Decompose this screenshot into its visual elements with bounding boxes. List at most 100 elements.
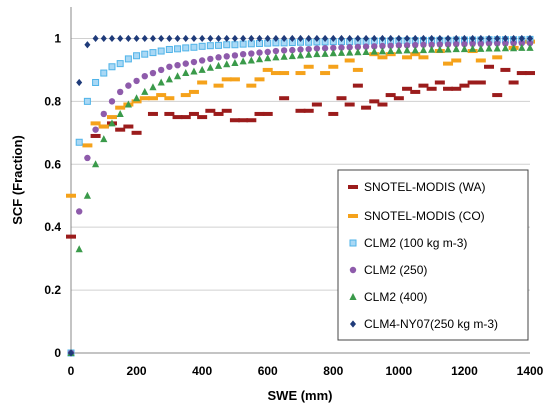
data-point [486, 34, 493, 43]
data-point [91, 160, 100, 168]
data-point [231, 41, 239, 49]
data-point [149, 69, 157, 77]
y-tick-label: 0 [54, 346, 61, 360]
data-point [352, 67, 363, 72]
data-point [280, 52, 288, 60]
x-tick-label: 1000 [386, 364, 413, 378]
data-point [231, 58, 239, 66]
data-point [453, 34, 460, 43]
data-point [100, 135, 108, 143]
data-point [518, 34, 525, 43]
data-point [426, 86, 437, 91]
data-point [83, 97, 91, 105]
data-point [149, 49, 157, 57]
data-point [83, 191, 91, 199]
data-point [379, 34, 386, 43]
data-point [255, 55, 264, 63]
data-point [403, 42, 411, 49]
data-point [410, 89, 421, 94]
legend-box [337, 169, 529, 341]
data-point [461, 34, 468, 43]
x-tick-label: 0 [68, 364, 75, 378]
data-point [68, 349, 74, 357]
data-point [100, 110, 107, 118]
data-point [164, 96, 175, 101]
data-point [395, 46, 403, 54]
data-point [214, 61, 223, 69]
y-tick-label: 0.2 [44, 283, 61, 297]
data-point [428, 45, 436, 53]
data-point [419, 46, 428, 54]
data-point [158, 34, 165, 43]
data-point [116, 60, 124, 68]
data-point [270, 71, 281, 76]
data-point [207, 34, 214, 43]
data-point [141, 73, 148, 80]
data-point [215, 34, 222, 43]
data-point [239, 57, 247, 65]
legend-marker [349, 293, 357, 300]
x-tick-label: 800 [323, 364, 343, 378]
data-point [493, 44, 501, 52]
data-point [305, 50, 313, 58]
data-point [223, 34, 230, 43]
data-point [213, 111, 224, 116]
x-tick-labels: 0 200 400 600 800 1000 1200 1400 [68, 364, 544, 378]
data-point [500, 67, 511, 72]
data-point [264, 48, 271, 56]
data-point [133, 77, 140, 85]
data-point [174, 45, 182, 53]
data-point [100, 69, 108, 77]
data-point [106, 115, 117, 120]
data-point [173, 72, 182, 80]
data-point [477, 44, 485, 52]
data-point [444, 41, 452, 48]
data-point [451, 58, 462, 63]
data-point [66, 193, 76, 198]
data-point [206, 42, 214, 50]
x-axis-title: SWE (mm) [268, 388, 333, 403]
data-point [527, 34, 533, 43]
data-point [526, 39, 534, 47]
data-point [428, 34, 435, 43]
series-3 [67, 39, 534, 357]
data-point [231, 34, 238, 43]
data-point [525, 71, 535, 76]
data-point [115, 105, 126, 110]
data-point [434, 80, 445, 85]
data-point [305, 45, 312, 53]
data-point [165, 75, 173, 83]
data-point [387, 47, 395, 55]
data-point [157, 47, 165, 55]
data-point [428, 41, 435, 48]
data-point [377, 55, 388, 60]
data-point [165, 45, 173, 53]
data-point [484, 64, 495, 69]
data-point [436, 45, 444, 53]
data-point [246, 83, 257, 88]
data-point [459, 83, 470, 88]
data-point [98, 124, 109, 129]
data-point [229, 118, 240, 123]
data-point [246, 118, 257, 123]
legend: SNOTEL-MODIS (WA) SNOTEL-MODIS (CO) CLM2 (… [337, 169, 529, 341]
data-point [166, 34, 173, 43]
data-point [199, 34, 206, 43]
data-point [133, 52, 141, 60]
data-point [84, 41, 91, 49]
data-point [385, 93, 396, 98]
y-tick-label: 0.6 [44, 157, 61, 171]
x-tick-label: 1200 [451, 364, 478, 378]
data-point [461, 40, 468, 48]
data-point [445, 34, 452, 43]
data-point [370, 47, 378, 55]
data-point [174, 34, 181, 43]
y-tick-label: 0.8 [44, 94, 61, 108]
data-point [336, 96, 347, 101]
data-point [469, 44, 477, 52]
data-point [207, 55, 214, 63]
data-point [141, 87, 149, 95]
data-point [410, 52, 421, 57]
data-point [180, 115, 191, 120]
data-point [75, 138, 83, 146]
